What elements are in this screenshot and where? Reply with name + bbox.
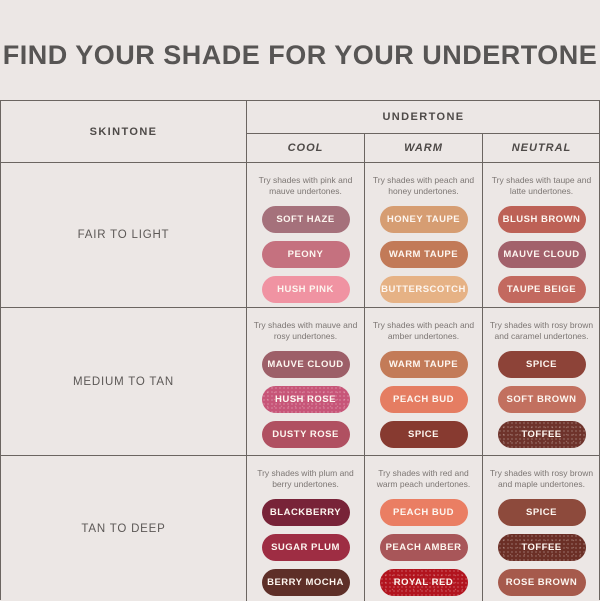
shade-pill-group: MAUVE CLOUD HUSH ROSE DUSTY ROSE xyxy=(261,350,350,448)
column-header-cool: COOL xyxy=(246,134,364,163)
shade-pill-peony: PEONY xyxy=(261,240,350,268)
shade-pill-spice: SPICE xyxy=(497,498,586,526)
column-header-warm: WARM xyxy=(364,134,482,163)
shade-pill-toffee: TOFFEE xyxy=(497,420,586,448)
shade-pill-taupe-beige: TAUPE BEIGE xyxy=(497,275,586,303)
shade-pill-group: SPICE TOFFEE ROSE BROWN xyxy=(497,498,586,596)
shade-table: SKINTONE UNDERTONE COOL WARM NEUTRAL FAI… xyxy=(0,100,600,601)
shade-pill-group: BLUSH BROWN MAUVE CLOUD TAUPE BEIGE xyxy=(497,205,586,303)
shade-pill-warm-taupe: WARM TAUPE xyxy=(379,240,468,268)
shade-pill-mauve-cloud: MAUVE CLOUD xyxy=(497,240,586,268)
cell-description: Try shades with rosy brown and maple und… xyxy=(489,468,594,490)
shade-pill-butterscotch: BUTTERSCOTCH xyxy=(379,275,468,303)
cell-fair-cool: Try shades with pink and mauve undertone… xyxy=(246,163,364,308)
row-label-medium-to-tan: MEDIUM TO TAN xyxy=(1,308,246,456)
shade-pill-blackberry: BLACKBERRY xyxy=(261,498,350,526)
cell-fair-warm: Try shades with peach and honey underton… xyxy=(364,163,482,308)
column-header-undertone: UNDERTONE xyxy=(246,101,600,134)
shade-pill-rose-brown: ROSE BROWN xyxy=(497,568,586,596)
shade-pill-dusty-rose: DUSTY ROSE xyxy=(261,420,350,448)
shade-pill-royal-red: ROYAL RED xyxy=(379,568,468,596)
shade-pill-berry-mocha: BERRY MOCHA xyxy=(261,568,350,596)
shade-pill-group: PEACH BUD PEACH AMBER ROYAL RED xyxy=(379,498,468,596)
row-label-fair-to-light: FAIR TO LIGHT xyxy=(1,163,246,308)
cell-medium-warm: Try shades with peach and amber underton… xyxy=(364,308,482,456)
cell-description: Try shades with taupe and latte underton… xyxy=(491,175,592,197)
cell-description: Try shades with pink and mauve undertone… xyxy=(258,175,353,197)
cell-fair-neutral: Try shades with taupe and latte underton… xyxy=(482,163,600,308)
shade-pill-spice: SPICE xyxy=(379,420,468,448)
page-title: FIND YOUR SHADE FOR YOUR UNDERTONE xyxy=(2,40,598,70)
cell-description: Try shades with rosy brown and caramel u… xyxy=(489,320,594,342)
shade-pill-mauve-cloud: MAUVE CLOUD xyxy=(261,350,350,378)
shade-pill-group: SOFT HAZE PEONY HUSH PINK xyxy=(261,205,350,303)
column-header-neutral: NEUTRAL xyxy=(482,134,600,163)
cell-description: Try shades with peach and amber underton… xyxy=(372,320,475,342)
cell-description: Try shades with red and warm peach under… xyxy=(376,468,471,490)
row-label-tan-to-deep: TAN TO DEEP xyxy=(81,522,166,535)
cell-deep-warm: Try shades with red and warm peach under… xyxy=(364,456,482,601)
shade-pill-group: HONEY TAUPE WARM TAUPE BUTTERSCOTCH xyxy=(379,205,468,303)
cell-medium-neutral: Try shades with rosy brown and caramel u… xyxy=(482,308,600,456)
shade-pill-group: WARM TAUPE PEACH BUD SPICE xyxy=(379,350,468,448)
shade-pill-soft-brown: SOFT BROWN xyxy=(497,385,586,413)
shade-pill-warm-taupe: WARM TAUPE xyxy=(379,350,468,378)
shade-pill-spice: SPICE xyxy=(497,350,586,378)
shade-pill-peach-bud: PEACH BUD xyxy=(379,498,468,526)
shade-pill-peach-amber: PEACH AMBER xyxy=(379,533,468,561)
column-header-skintone: SKINTONE xyxy=(1,101,246,163)
shade-pill-hush-pink: HUSH PINK xyxy=(261,275,350,303)
shade-pill-group: BLACKBERRY SUGAR PLUM BERRY MOCHA xyxy=(261,498,350,596)
cell-deep-cool: Try shades with plum and berry undertone… xyxy=(246,456,364,601)
cell-description: Try shades with mauve and rosy undertone… xyxy=(253,320,358,342)
shade-pill-honey-taupe: HONEY TAUPE xyxy=(379,205,468,233)
cell-deep-neutral: Try shades with rosy brown and maple und… xyxy=(482,456,600,601)
shade-pill-peach-bud: PEACH BUD xyxy=(379,385,468,413)
shade-pill-soft-haze: SOFT HAZE xyxy=(261,205,350,233)
cell-medium-cool: Try shades with mauve and rosy undertone… xyxy=(246,308,364,456)
shade-pill-hush-rose: HUSH ROSE xyxy=(261,385,350,413)
shade-pill-group: SPICE SOFT BROWN TOFFEE xyxy=(497,350,586,448)
shade-pill-blush-brown: BLUSH BROWN xyxy=(497,205,586,233)
shade-pill-sugar-plum: SUGAR PLUM xyxy=(261,533,350,561)
shade-pill-toffee: TOFFEE xyxy=(497,533,586,561)
cell-description: Try shades with peach and honey underton… xyxy=(372,175,475,197)
cell-description: Try shades with plum and berry undertone… xyxy=(257,468,354,490)
